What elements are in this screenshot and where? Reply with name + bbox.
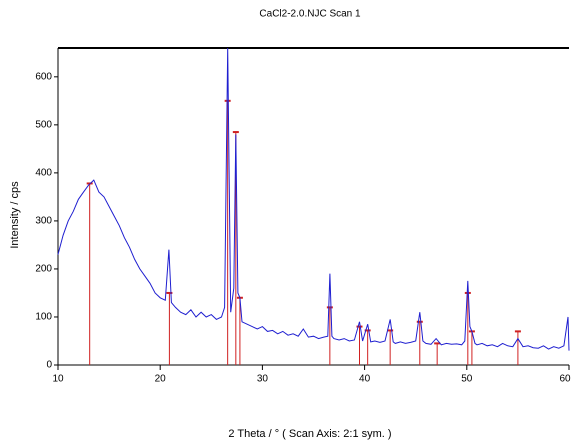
scan-line (57, 47, 570, 351)
y-tick-label: 100 (35, 312, 52, 323)
x-tick-label: 50 (461, 374, 473, 385)
x-tick-label: 40 (359, 374, 371, 385)
x-tick-label: 10 (52, 374, 64, 385)
y-axis-label: Intensity / cps (9, 181, 21, 249)
y-tick-label: 300 (35, 216, 52, 227)
y-tick-label: 500 (35, 119, 52, 130)
x-tick-label: 30 (257, 374, 269, 385)
chart-title: CaCl2-2.0.NJC Scan 1 (259, 9, 361, 20)
y-tick-label: 600 (35, 71, 52, 82)
x-tick-label: 20 (155, 374, 167, 385)
x-tick-label: 60 (559, 374, 571, 385)
y-tick-label: 0 (46, 360, 52, 371)
x-axis-label: 2 Theta / ° ( Scan Axis: 2:1 sym. ) (228, 428, 391, 440)
y-tick-label: 200 (35, 264, 52, 275)
y-tick-label: 400 (35, 168, 52, 179)
